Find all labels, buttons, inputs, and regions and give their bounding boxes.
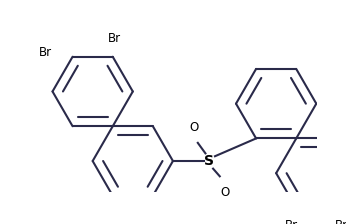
Text: O: O <box>189 121 199 134</box>
Text: Br: Br <box>285 220 298 224</box>
Text: Br: Br <box>38 46 52 59</box>
Text: O: O <box>220 186 229 199</box>
Text: Br: Br <box>335 220 346 224</box>
Text: S: S <box>204 154 214 168</box>
Text: Br: Br <box>108 32 121 45</box>
